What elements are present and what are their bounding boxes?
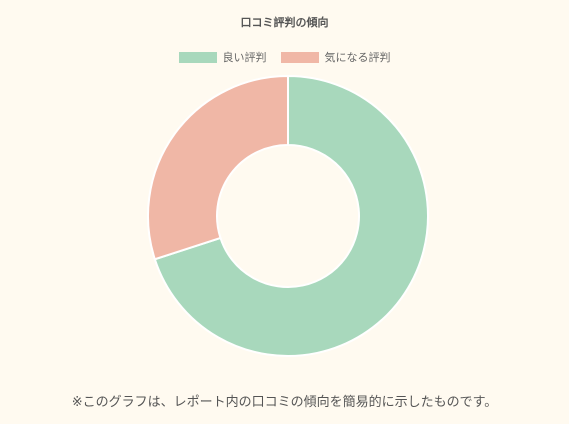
footnote: ※このグラフは、レポート内の口コミの傾向を簡易的に示したものです。: [71, 395, 498, 410]
legend-item-concern[interactable]: 気になる評判: [280, 49, 391, 65]
chart-legend: 良い評判 気になる評判: [0, 49, 569, 65]
legend-swatch-good: [178, 51, 217, 63]
legend-label-good: 良い評判: [222, 51, 267, 64]
legend-swatch-concern: [280, 51, 319, 63]
chart-title: 口コミ評判の傾向: [240, 16, 329, 29]
slice-concern[interactable]: [147, 74, 289, 261]
legend-label-concern: 気になる評判: [324, 51, 391, 64]
slice-good[interactable]: [153, 74, 429, 357]
donut-slices: [147, 74, 429, 357]
legend-item-good[interactable]: 良い評判: [178, 49, 267, 65]
